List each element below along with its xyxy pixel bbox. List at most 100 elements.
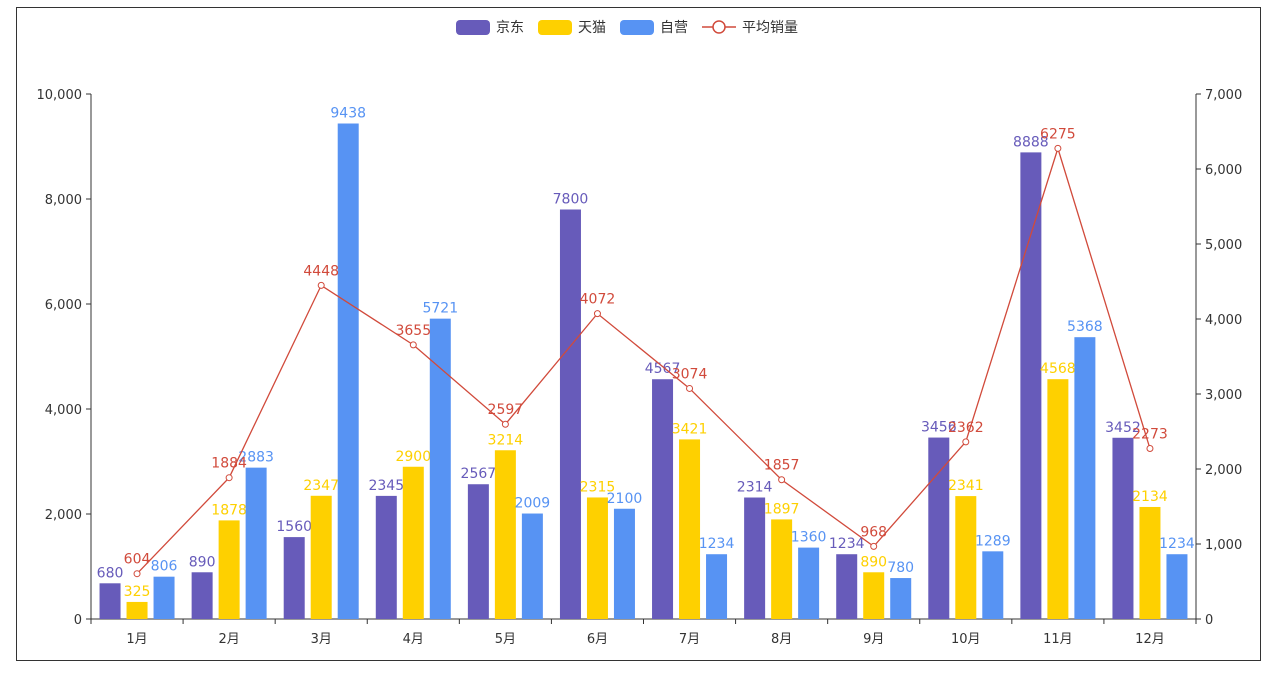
- bar-data-label: 2315: [580, 479, 616, 495]
- bar-data-label: 3456: [921, 420, 957, 436]
- bar-data-label: 2009: [515, 496, 551, 512]
- line-data-label: 2597: [488, 402, 524, 418]
- bar-自营: [337, 123, 359, 619]
- line-data-label: 3655: [395, 323, 431, 339]
- bar-data-label: 5721: [422, 301, 458, 317]
- bar-京东: [836, 554, 858, 619]
- line-data-label: 3074: [672, 366, 708, 382]
- right-axis-tick-label: 4,000: [1205, 313, 1242, 328]
- line-data-label: 1884: [211, 456, 247, 472]
- left-axis-tick-label: 8,000: [45, 193, 82, 208]
- x-axis-tick-label: 4月: [403, 632, 424, 647]
- bar-京东: [1112, 437, 1134, 619]
- bar-自营: [429, 318, 451, 619]
- bar-天猫: [310, 495, 332, 619]
- bar-data-label: 7800: [553, 192, 589, 208]
- left-axis-tick-label: 2,000: [45, 508, 82, 523]
- x-axis-tick-label: 11月: [1043, 632, 1073, 647]
- bar-data-label: 2100: [607, 491, 643, 507]
- x-axis-tick-label: 7月: [679, 632, 700, 647]
- right-axis-tick-label: 0: [1205, 613, 1213, 628]
- line-point: [593, 310, 601, 318]
- bar-天猫: [679, 439, 701, 619]
- legend-swatch-京东: [456, 20, 490, 35]
- bar-京东: [99, 583, 121, 619]
- x-axis-tick-label: 5月: [495, 632, 516, 647]
- bar-天猫: [771, 519, 793, 619]
- line-point: [409, 341, 417, 349]
- line-point: [778, 476, 786, 484]
- bar-天猫: [863, 572, 885, 619]
- legend-label[interactable]: 自营: [660, 20, 688, 36]
- legend-label[interactable]: 平均销量: [742, 20, 798, 36]
- bar-data-label: 1560: [276, 519, 312, 535]
- bar-data-label: 3214: [488, 432, 524, 448]
- bar-天猫: [218, 520, 240, 619]
- x-axis-tick-label: 12月: [1135, 632, 1165, 647]
- bar-天猫: [494, 450, 516, 619]
- bar-data-label: 2347: [303, 478, 339, 494]
- bar-data-label: 1289: [975, 533, 1011, 549]
- chart-frame: [16, 7, 1261, 661]
- bar-自营: [521, 513, 543, 619]
- line-data-label: 2273: [1132, 427, 1168, 443]
- line-point: [501, 420, 509, 428]
- line-point: [133, 570, 141, 578]
- left-axis-tick-label: 10,000: [37, 88, 83, 103]
- bar-data-label: 8888: [1013, 134, 1049, 150]
- bar-data-label: 890: [189, 554, 216, 570]
- bar-京东: [559, 209, 581, 619]
- legend-circle-icon: [712, 20, 726, 34]
- bar-data-label: 325: [124, 584, 151, 600]
- bar-自营: [982, 551, 1004, 619]
- line-data-label: 6275: [1040, 126, 1076, 142]
- line-data-label: 2362: [948, 420, 984, 436]
- bar-天猫: [586, 497, 608, 619]
- left-axis-tick-label: 0: [74, 613, 82, 628]
- line-point: [686, 384, 694, 392]
- x-axis-tick-label: 3月: [311, 632, 332, 647]
- x-axis-tick-label: 8月: [771, 632, 792, 647]
- bar-data-label: 780: [887, 560, 914, 576]
- left-axis-tick-label: 4,000: [45, 403, 82, 418]
- bar-data-label: 806: [151, 559, 178, 575]
- bar-京东: [744, 497, 766, 619]
- bar-data-label: 2314: [737, 480, 773, 496]
- bar-京东: [191, 572, 213, 619]
- right-axis-tick-label: 2,000: [1205, 463, 1242, 478]
- x-axis-tick-label: 9月: [863, 632, 884, 647]
- bar-data-label: 5368: [1067, 319, 1103, 335]
- line-point: [1146, 445, 1154, 453]
- bar-自营: [798, 547, 820, 619]
- bar-data-label: 1234: [699, 536, 735, 552]
- bar-data-label: 2341: [948, 478, 984, 494]
- bar-京东: [283, 537, 305, 619]
- bar-data-label: 890: [860, 554, 887, 570]
- bar-自营: [1166, 554, 1188, 619]
- bar-data-label: 680: [97, 565, 124, 581]
- bar-data-label: 1897: [764, 501, 800, 517]
- bar-data-label: 2134: [1132, 489, 1168, 505]
- bar-自营: [613, 508, 635, 619]
- line-data-label: 604: [124, 552, 151, 568]
- line-point: [225, 474, 233, 482]
- x-axis-tick-label: 2月: [218, 632, 239, 647]
- bar-自营: [1074, 337, 1096, 619]
- right-axis-tick-label: 6,000: [1205, 163, 1242, 178]
- bar-data-label: 2900: [395, 449, 431, 465]
- bar-data-label: 3452: [1105, 420, 1141, 436]
- bar-data-label: 1878: [211, 502, 247, 518]
- line-data-label: 4448: [303, 263, 339, 279]
- bar-data-label: 4568: [1040, 361, 1076, 377]
- right-axis-tick-label: 7,000: [1205, 88, 1242, 103]
- bar-自营: [153, 576, 175, 619]
- bar-天猫: [402, 466, 424, 619]
- x-axis-tick-label: 1月: [126, 632, 147, 647]
- legend-label[interactable]: 京东: [496, 20, 524, 36]
- legend-label[interactable]: 天猫: [578, 20, 606, 36]
- bar-京东: [375, 495, 397, 619]
- right-axis-tick-label: 5,000: [1205, 238, 1242, 253]
- bar-data-label: 1234: [1159, 536, 1195, 552]
- x-axis-tick-label: 6月: [587, 632, 608, 647]
